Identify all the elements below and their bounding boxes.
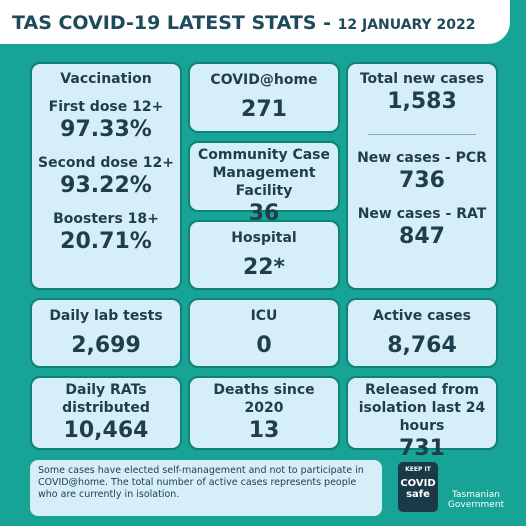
card-label: New cases - RAT <box>357 206 487 222</box>
card-value: 0 <box>256 332 272 358</box>
card-label: First dose 12+ <box>48 99 164 115</box>
card-label: Second dose 12+ <box>38 155 174 171</box>
stat-card: COVID@home 271 <box>188 62 340 133</box>
vaccination-card: Vaccination First dose 12+ 97.33% Second… <box>30 62 182 290</box>
logo-line: Tasmanian <box>452 490 500 500</box>
header: TAS COVID-19 LATEST STATS - 12 JANUARY 2… <box>0 0 510 44</box>
date: 12 JANUARY 2022 <box>337 17 476 33</box>
card-value: 736 <box>399 168 445 193</box>
stat-card: Daily RATs distributed 10,464 <box>30 376 182 450</box>
card-label: COVID@home <box>210 71 318 88</box>
card-label: ICU <box>250 307 278 324</box>
title-row: TAS COVID-19 LATEST STATS - 12 JANUARY 2… <box>12 12 476 34</box>
card-value: 2,699 <box>71 332 141 358</box>
stat-card: ICU 0 <box>188 298 340 368</box>
stat-card: Active cases 8,764 <box>346 298 498 368</box>
badge-sub: safe <box>406 489 430 500</box>
card-value: 20.71% <box>60 229 152 254</box>
card-label: Daily lab tests <box>49 307 163 324</box>
logo-line: Government <box>447 500 505 510</box>
footnote: Some cases have elected self-management … <box>30 460 382 516</box>
card-label: Boosters 18+ <box>53 211 159 227</box>
government-logo: Tasmanian Government <box>446 490 506 510</box>
card-value: 22* <box>242 254 286 280</box>
card-value: 731 <box>399 436 445 461</box>
stat-card: Released from isolation last 24 hours 731 <box>346 376 498 461</box>
card-label: Deaths since 2020 <box>213 382 315 416</box>
card-value: 271 <box>241 97 287 123</box>
divider <box>368 134 476 135</box>
card-label: Released from isolation last 24 hours <box>358 382 486 434</box>
badge-top: KEEP IT <box>405 466 431 473</box>
card-value: 10,464 <box>63 418 149 443</box>
card-label: New cases - PCR <box>357 150 487 166</box>
card-label: Total new cases <box>359 71 485 87</box>
stat-card: Deaths since 2020 13 <box>188 376 340 450</box>
card-label: Community Case Management Facility <box>197 147 331 199</box>
card-value: 13 <box>248 418 280 443</box>
card-label: Daily RATs distributed <box>62 382 150 416</box>
card-value: 847 <box>399 224 445 249</box>
card-label: Active cases <box>372 307 472 324</box>
badge-main: COVID <box>400 478 436 489</box>
card-value: 93.22% <box>60 173 152 198</box>
title: TAS COVID-19 LATEST STATS <box>12 12 317 34</box>
separator: - <box>323 12 332 34</box>
card-label: Hospital <box>231 229 297 246</box>
card-value: 8,764 <box>387 332 457 358</box>
cases-card: Total new cases 1,583 New cases - PCR 73… <box>346 62 498 290</box>
card-value: 97.33% <box>60 117 152 142</box>
stat-card: Community Case Management Facility 36 <box>188 141 340 226</box>
card-heading: Vaccination <box>60 71 152 87</box>
stat-card: Hospital 22* <box>188 220 340 290</box>
stat-card: Daily lab tests 2,699 <box>30 298 182 368</box>
covid-safe-badge: KEEP IT COVID safe <box>398 462 438 512</box>
card-value: 1,583 <box>387 89 457 114</box>
